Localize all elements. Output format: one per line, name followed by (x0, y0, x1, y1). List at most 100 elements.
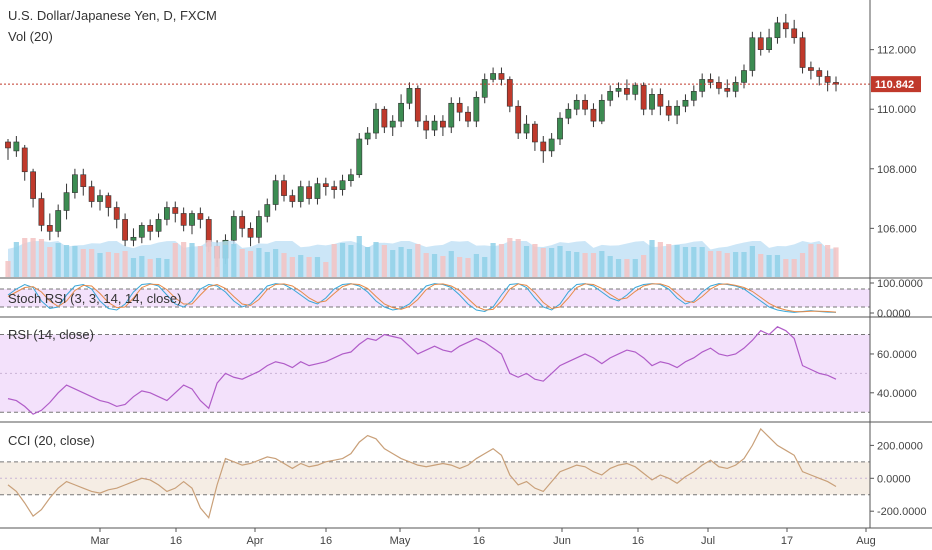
volume-bar (523, 246, 530, 277)
last-price-label: 110.842 (875, 79, 914, 91)
volume-bar (707, 251, 714, 277)
candle-body (532, 123, 538, 143)
volume-bar (482, 257, 488, 277)
volume-bar (289, 257, 295, 277)
candle-body (256, 216, 262, 238)
candle-body (749, 37, 756, 71)
volume-bar (38, 239, 45, 277)
cci-pane (0, 427, 870, 520)
candle-body (46, 225, 53, 232)
candle-body (38, 198, 45, 226)
rsi-pane (0, 326, 870, 415)
volume-legend: Vol (20) (8, 29, 53, 44)
volume-bar (13, 242, 19, 277)
volume-bar (565, 251, 571, 277)
indicator-band (0, 289, 870, 307)
volume-bar (222, 245, 229, 277)
price-tick-label: 110.000 (877, 104, 916, 116)
volume-bar (55, 243, 61, 277)
price-tick-label: 106.000 (877, 223, 917, 235)
candle-body (598, 99, 605, 122)
candle-body (632, 85, 639, 95)
volume-bar (657, 242, 663, 277)
volume-bar (691, 247, 697, 277)
volume-bar (197, 246, 203, 277)
rsi-legend: RSI (14, close) (8, 327, 94, 342)
volume-bar (22, 238, 28, 277)
volume-bar (155, 258, 162, 277)
volume-bar (5, 261, 11, 277)
candle-body (230, 216, 237, 241)
candle-body (473, 97, 480, 122)
volume-bar (231, 244, 237, 277)
candle-body (264, 204, 271, 217)
stoch-k-line (7, 283, 837, 313)
volume-bar (816, 244, 822, 277)
volume-bar (498, 244, 505, 277)
candle-body (88, 186, 95, 202)
volume-bar (448, 251, 454, 277)
candle-body (506, 79, 513, 107)
candle-body (314, 183, 321, 199)
volume-bar (398, 247, 404, 277)
candle-body (657, 94, 664, 107)
candle-body (306, 186, 312, 199)
volume-bar (164, 259, 170, 277)
candle-body (690, 91, 697, 101)
candle-body (130, 236, 137, 241)
volume-bar (314, 257, 321, 277)
time-tick-label: Apr (246, 535, 263, 547)
candle-body (105, 195, 112, 208)
volume-bar (381, 245, 387, 277)
time-tick-label: 16 (473, 535, 485, 547)
volume-bar (247, 251, 254, 277)
candle-body (339, 180, 346, 190)
candle-body (707, 79, 714, 83)
candle-body (573, 99, 580, 110)
volume-bar (590, 253, 597, 277)
candle-body (189, 213, 195, 226)
volume-bar (682, 247, 689, 277)
candle-body (766, 37, 772, 50)
volume-bar (791, 259, 797, 277)
candle-body (63, 192, 70, 211)
candle-body (80, 174, 87, 187)
volume-bar (699, 247, 705, 277)
volume-bar (406, 249, 413, 277)
volume-bar (114, 253, 120, 277)
volume-bar (323, 262, 329, 277)
volume-bar (716, 251, 722, 277)
volume-bar (532, 244, 538, 277)
volume-bar (674, 245, 680, 277)
price-axis: 112.000 110.000 108.000 106.000 110.842 100.0… (870, 45, 927, 518)
candle-body (297, 186, 304, 202)
volume-bar (423, 253, 429, 277)
volume-bar (206, 240, 212, 277)
candle-body (824, 76, 831, 83)
candle-body (331, 186, 338, 190)
volume-bar (97, 253, 103, 277)
candle-body (406, 88, 413, 104)
volume-bar (306, 257, 312, 277)
candle-body (590, 108, 597, 122)
volume-bar (724, 253, 730, 277)
stoch-d-line (7, 283, 837, 313)
candle-body (13, 141, 20, 152)
volume-bar (331, 244, 337, 277)
cci-legend: CCI (20, close) (8, 433, 95, 448)
time-tick-label: 16 (320, 535, 332, 547)
time-tick-label: Mar (91, 535, 110, 547)
indicator-line (7, 326, 837, 415)
volume-bar (189, 243, 195, 277)
candle-body (490, 73, 496, 80)
candle-body (122, 219, 128, 241)
volume-bar (632, 259, 638, 277)
candle-body (381, 108, 388, 128)
candle-body (665, 105, 672, 116)
indicator-tick-label: 60.0000 (877, 349, 917, 361)
volume-bar (47, 247, 53, 277)
candle-body (138, 225, 145, 238)
volume-bar (774, 255, 781, 277)
volume-bar (89, 249, 95, 277)
